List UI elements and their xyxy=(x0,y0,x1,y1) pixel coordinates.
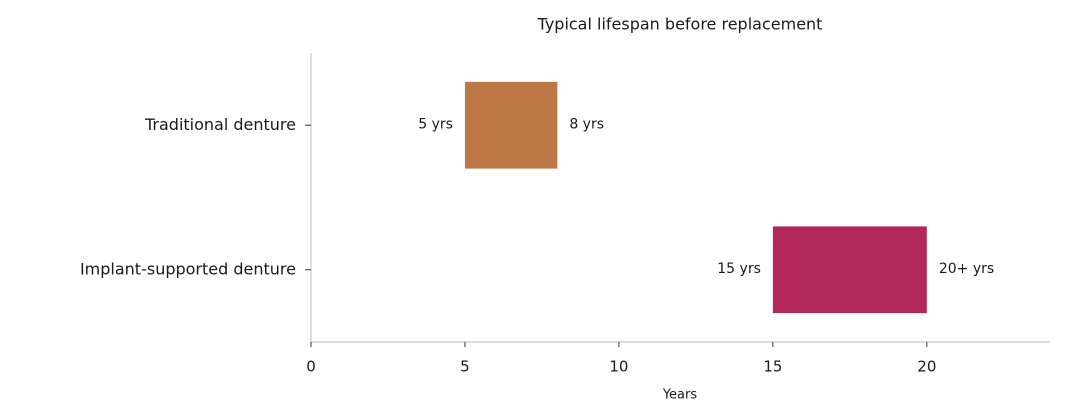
y-tick-label: Implant-supported denture xyxy=(80,259,296,278)
y-tick-label: Traditional denture xyxy=(144,115,296,134)
start-label: 5 yrs xyxy=(418,116,453,132)
end-label: 8 yrs xyxy=(569,116,604,132)
x-tick-label: 10 xyxy=(609,358,628,376)
x-axis-label: Years xyxy=(662,388,698,403)
range-bar xyxy=(464,81,558,169)
x-tick-label: 15 xyxy=(763,358,782,376)
x-tick-label: 0 xyxy=(306,358,316,376)
x-tick-label: 5 xyxy=(460,358,470,376)
chart-title: Typical lifespan before replacement xyxy=(537,15,823,34)
end-label: 20+ yrs xyxy=(939,261,994,277)
range-bar xyxy=(772,226,927,314)
x-tick-label: 20 xyxy=(917,358,936,376)
start-label: 15 yrs xyxy=(717,261,761,277)
